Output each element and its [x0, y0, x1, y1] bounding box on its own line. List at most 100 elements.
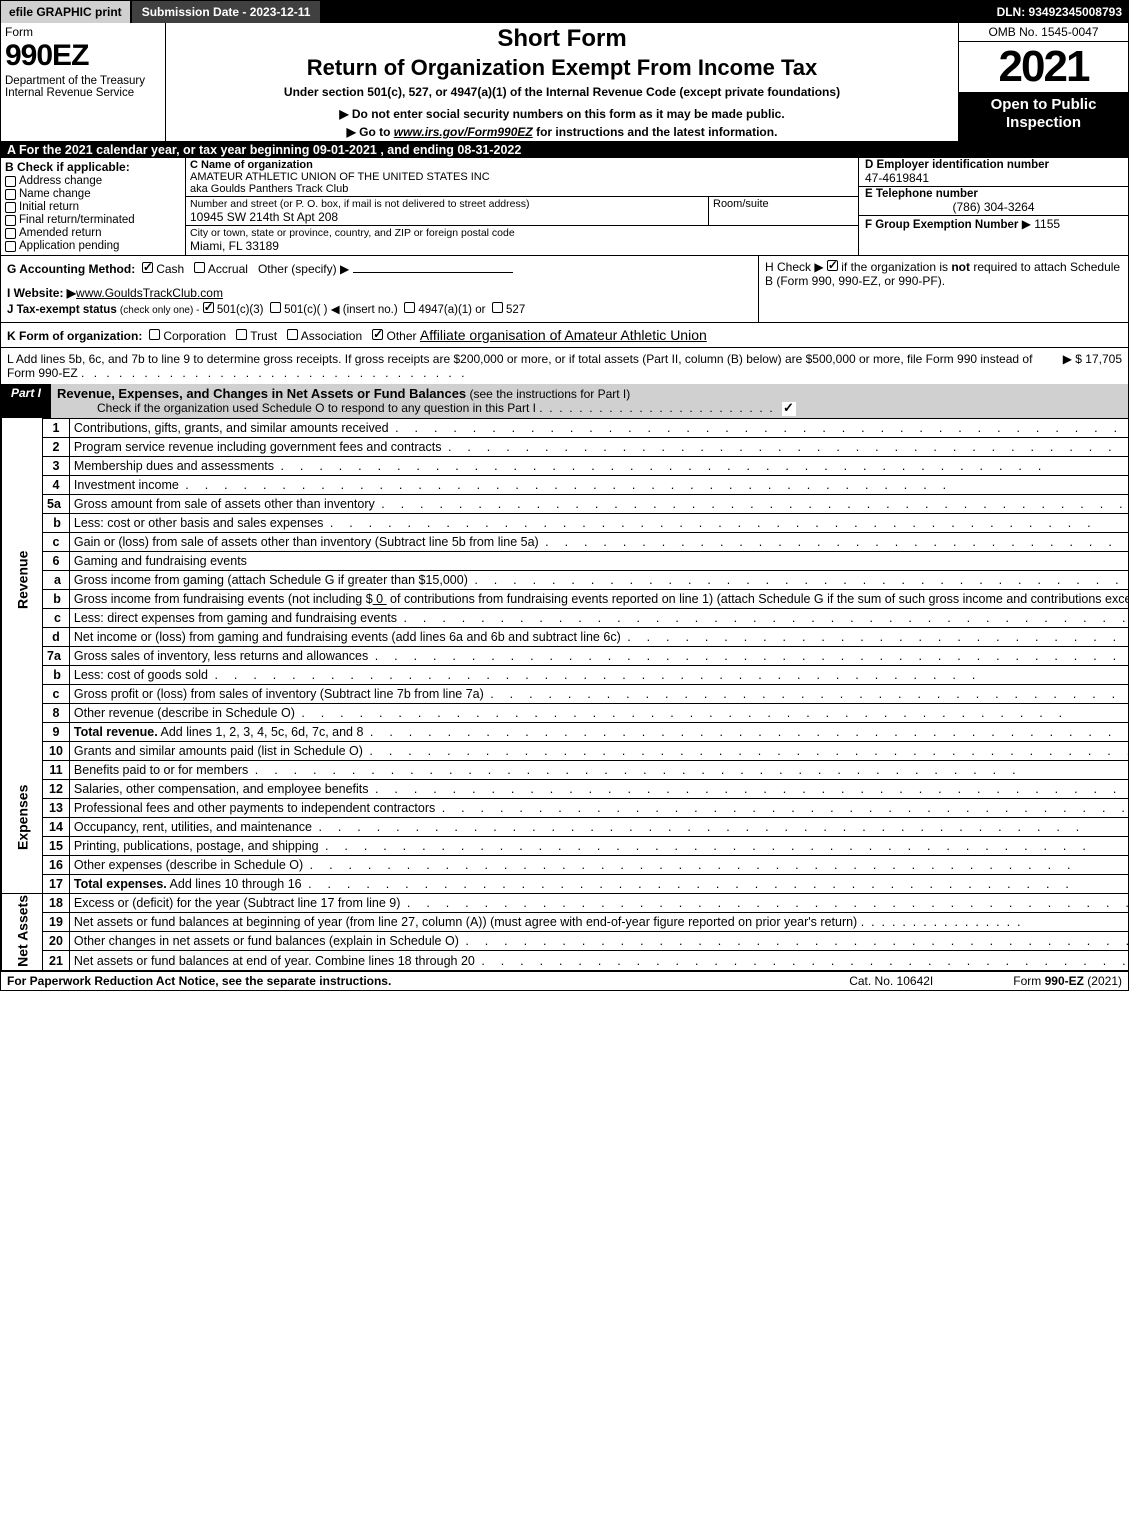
b-label: B Check if applicable: — [5, 160, 181, 174]
col-c-org-info: C Name of organization AMATEUR ATHLETIC … — [186, 158, 858, 255]
j-501c3-checkbox[interactable] — [203, 302, 214, 313]
row-13: 13 Professional fees and other payments … — [2, 798, 1129, 817]
k-other-checkbox[interactable] — [372, 329, 383, 340]
k-trust: Trust — [250, 329, 277, 343]
g-cash-checkbox[interactable] — [142, 262, 153, 273]
b-checkbox-4[interactable] — [5, 228, 16, 239]
row-6a: a Gross income from gaming (attach Sched… — [2, 570, 1129, 589]
row-21: 21 Net assets or fund balances at end of… — [2, 951, 1129, 970]
g-label: G Accounting Method: — [7, 262, 135, 276]
b-checkbox-1[interactable] — [5, 189, 16, 200]
k-assoc-checkbox[interactable] — [287, 329, 298, 340]
form-990ez: efile GRAPHIC print Submission Date - 20… — [0, 0, 1129, 991]
b-check-2: Initial return — [5, 201, 181, 213]
row-5a: 5a Gross amount from sale of assets othe… — [2, 494, 1129, 513]
j-527-checkbox[interactable] — [492, 302, 503, 313]
form-word: Form — [5, 25, 161, 39]
j-4947-checkbox[interactable] — [404, 302, 415, 313]
org-city: Miami, FL 33189 — [190, 239, 854, 253]
line-19-num: 19 — [43, 913, 70, 932]
g-other-value[interactable] — [353, 272, 513, 273]
g-other: Other (specify) ▶ — [258, 262, 349, 276]
row-7b: b Less: cost of goods sold . . . . . . .… — [2, 665, 1129, 684]
row-12: 12 Salaries, other compensation, and emp… — [2, 779, 1129, 798]
do-not-enter-ssn: ▶ Do not enter social security numbers o… — [172, 107, 952, 121]
g-accrual-checkbox[interactable] — [194, 262, 205, 273]
b-checkbox-0[interactable] — [5, 176, 16, 187]
topbar: efile GRAPHIC print Submission Date - 20… — [1, 1, 1128, 23]
line-7b-desc: Less: cost of goods sold . . . . . . . .… — [69, 665, 1129, 684]
b-checkbox-2[interactable] — [5, 202, 16, 213]
part-i-sub-dots: . . . . . . . . . . . . . . . . . . . . … — [539, 401, 776, 415]
k-trust-checkbox[interactable] — [236, 329, 247, 340]
col-h: H Check ▶ if the organization is not req… — [758, 256, 1128, 322]
row-1: Revenue1 Contributions, gifts, grants, a… — [2, 418, 1129, 437]
k-corp-checkbox[interactable] — [149, 329, 160, 340]
side-expenses: Expenses — [2, 741, 43, 893]
b-checkbox-5[interactable] — [5, 241, 16, 252]
line-2-desc: Program service revenue including govern… — [69, 437, 1129, 456]
j-opt1: 501(c)(3) — [217, 304, 264, 316]
line-16-num: 16 — [43, 855, 70, 874]
goto-pre: ▶ Go to — [347, 125, 394, 139]
line-17-num: 17 — [43, 874, 70, 893]
part-i-title: Revenue, Expenses, and Changes in Net As… — [57, 386, 466, 401]
h-not: not — [951, 260, 970, 274]
h-checkbox[interactable] — [827, 260, 838, 271]
col-g: G Accounting Method: Cash Accrual Other … — [1, 256, 758, 322]
b-checkbox-3[interactable] — [5, 215, 16, 226]
k-label: K Form of organization: — [7, 329, 142, 343]
j-opt3: 4947(a)(1) or — [418, 304, 485, 316]
row-a-tax-year: A For the 2021 calendar year, or tax yea… — [1, 142, 1128, 158]
line-6b-desc: Gross income from fundraising events (no… — [69, 589, 1129, 608]
line-11-num: 11 — [43, 760, 70, 779]
j-opt2: 501(c)( ) ◀ (insert no.) — [284, 304, 398, 316]
e-phone-block: E Telephone number (786) 304-3264 — [859, 187, 1128, 216]
d-label: D Employer identification number — [865, 159, 1122, 171]
header-left: Form 990EZ Department of the Treasury In… — [1, 23, 166, 141]
j-opt4: 527 — [506, 304, 525, 316]
f-value: ▶ 1155 — [1022, 217, 1060, 231]
line-15-num: 15 — [43, 836, 70, 855]
j-501c-checkbox[interactable] — [270, 302, 281, 313]
goto-link[interactable]: www.irs.gov/Form990EZ — [394, 125, 533, 139]
paperwork-notice: For Paperwork Reduction Act Notice, see … — [7, 974, 849, 988]
row-19: 19 Net assets or fund balances at beginn… — [2, 913, 1129, 932]
line-7a-num: 7a — [43, 646, 70, 665]
line-c-num: c — [43, 684, 70, 703]
f-group-block: F Group Exemption Number ▶ 1155 — [859, 216, 1128, 255]
line-2-num: 2 — [43, 437, 70, 456]
line-d-desc: Net income or (loss) from gaming and fun… — [69, 627, 1129, 646]
i-website-row: I Website: ▶www.GouldsTrackClub.com — [7, 286, 752, 300]
line-6-desc: Gaming and fundraising events — [69, 551, 1129, 570]
part-i-tab: Part I — [1, 384, 51, 402]
k-other-label: Other — [387, 329, 417, 343]
g-accrual: Accrual — [208, 262, 248, 276]
row-6d: d Net income or (loss) from gaming and f… — [2, 627, 1129, 646]
b-checklabel-3: Final return/terminated — [19, 214, 135, 226]
org-address: 10945 SW 214th St Apt 208 — [190, 210, 704, 224]
line-15-desc: Printing, publications, postage, and shi… — [69, 836, 1129, 855]
line-5b-num: b — [43, 513, 70, 532]
row-6c: c Less: direct expenses from gaming and … — [2, 608, 1129, 627]
part-i-schedule-o-checkbox[interactable] — [782, 402, 796, 416]
g-cash: Cash — [156, 262, 184, 276]
header-right: OMB No. 1545-0047 2021 Open to Public In… — [958, 23, 1128, 141]
i-label: I Website: ▶ — [7, 286, 76, 300]
part-i-paren: (see the instructions for Part I) — [470, 387, 631, 401]
dln: DLN: 93492345008793 — [997, 5, 1128, 19]
row-4: 4 Investment income . . . . . . . . . . … — [2, 475, 1129, 494]
i-website[interactable]: www.GouldsTrackClub.com — [76, 286, 223, 300]
efile-print-button[interactable]: efile GRAPHIC print — [1, 1, 130, 23]
line-6b-num: b — [43, 589, 70, 608]
line-6a-desc: Gross income from gaming (attach Schedul… — [69, 570, 1129, 589]
line-c-desc: Gain or (loss) from sale of assets other… — [69, 532, 1129, 551]
line-14-num: 14 — [43, 817, 70, 836]
line-8-num: 8 — [43, 703, 70, 722]
section-g-h: G Accounting Method: Cash Accrual Other … — [1, 255, 1128, 322]
row-5c: c Gain or (loss) from sale of assets oth… — [2, 532, 1129, 551]
line-c-num: c — [43, 532, 70, 551]
b-checklabel-5: Application pending — [19, 240, 119, 252]
row-6: 6Gaming and fundraising events — [2, 551, 1129, 570]
goto-post: for instructions and the latest informat… — [533, 125, 778, 139]
